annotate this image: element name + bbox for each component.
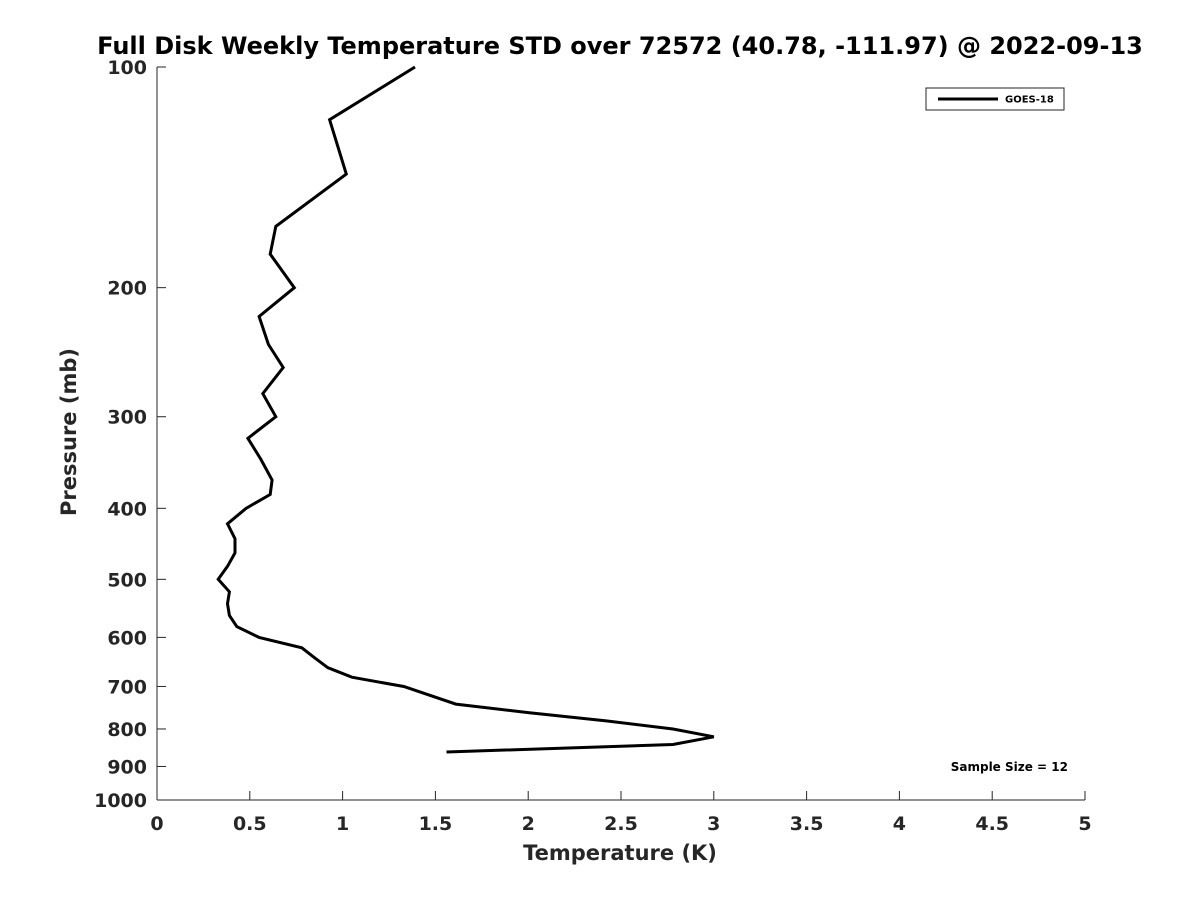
y-tick-label: 500 [107,569,147,591]
y-tick-label: 300 [107,407,147,429]
y-tick-label: 1000 [94,790,147,812]
plot-axes: 0 0.5 1 1.5 2 2.5 3 3.5 4 4.5 5 100 200 300 400 500 600 7… [94,57,1092,835]
legend: GOES-18 [925,87,1065,111]
x-tick-label: 0.5 [233,813,267,835]
x-tick-label: 5 [1078,813,1091,835]
y-tick-label: 200 [107,278,147,300]
x-tick-label: 4 [893,813,906,835]
series-line-goes-18 [216,65,715,754]
x-tick-label: 1.5 [419,813,453,835]
sample-size-annotation: Sample Size = 12 [951,760,1068,774]
x-tick-label: 3.5 [790,813,824,835]
x-tick-label: 1 [336,813,349,835]
series-layer [216,65,715,754]
y-tick-label: 400 [107,498,147,520]
x-tick-label: 3 [707,813,720,835]
chart-title: Full Disk Weekly Temperature STD over 72… [97,32,1143,60]
x-tick-label: 2 [522,813,535,835]
y-axis-label: Pressure (mb) [57,348,81,516]
y-tick-label: 700 [107,676,147,698]
x-axis-label: Temperature (K) [523,841,717,865]
y-tick-label: 900 [107,756,147,778]
legend-label: GOES-18 [1005,95,1054,106]
y-tick-label: 600 [107,627,147,649]
x-tick-label: 4.5 [975,813,1009,835]
y-tick-label: 100 [107,57,147,79]
y-tick-label: 800 [107,719,147,741]
x-tick-label: 0 [150,813,163,835]
x-tick-label: 2.5 [604,813,638,835]
